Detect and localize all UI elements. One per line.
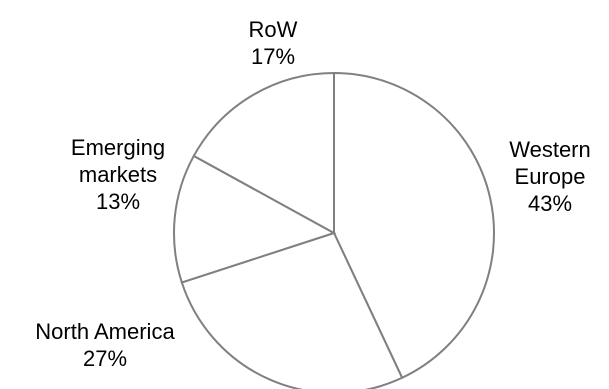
pie-slice-row: [192, 71, 335, 235]
slice-value-label: 27%: [83, 346, 127, 371]
slice-value-label: 43%: [528, 191, 572, 216]
slice-name-label: North America: [35, 319, 175, 344]
slice-name-label: Europe: [515, 164, 586, 189]
slice-name-label: Emerging: [71, 135, 165, 160]
pie-labels: Western Europe 43% North America 27% Emerging…: [35, 17, 590, 371]
slice-label: RoW 17%: [249, 17, 298, 69]
slice-name-label: markets: [79, 162, 157, 187]
pie-slice-emerging-markets: [173, 154, 337, 284]
slice-value-label: 13%: [96, 189, 140, 214]
slice-name-label: RoW: [249, 17, 298, 42]
slice-label: Emerging markets 13%: [71, 135, 165, 214]
pie-slice-north-america: [180, 231, 404, 389]
slice-label: Western Europe 43%: [509, 137, 591, 216]
pie-slices: [173, 71, 495, 389]
slice-value-label: 17%: [251, 44, 295, 69]
slice-name-label: Western: [509, 137, 591, 162]
pie-slice-western-europe: [333, 71, 495, 380]
slice-label: North America 27%: [35, 319, 175, 371]
